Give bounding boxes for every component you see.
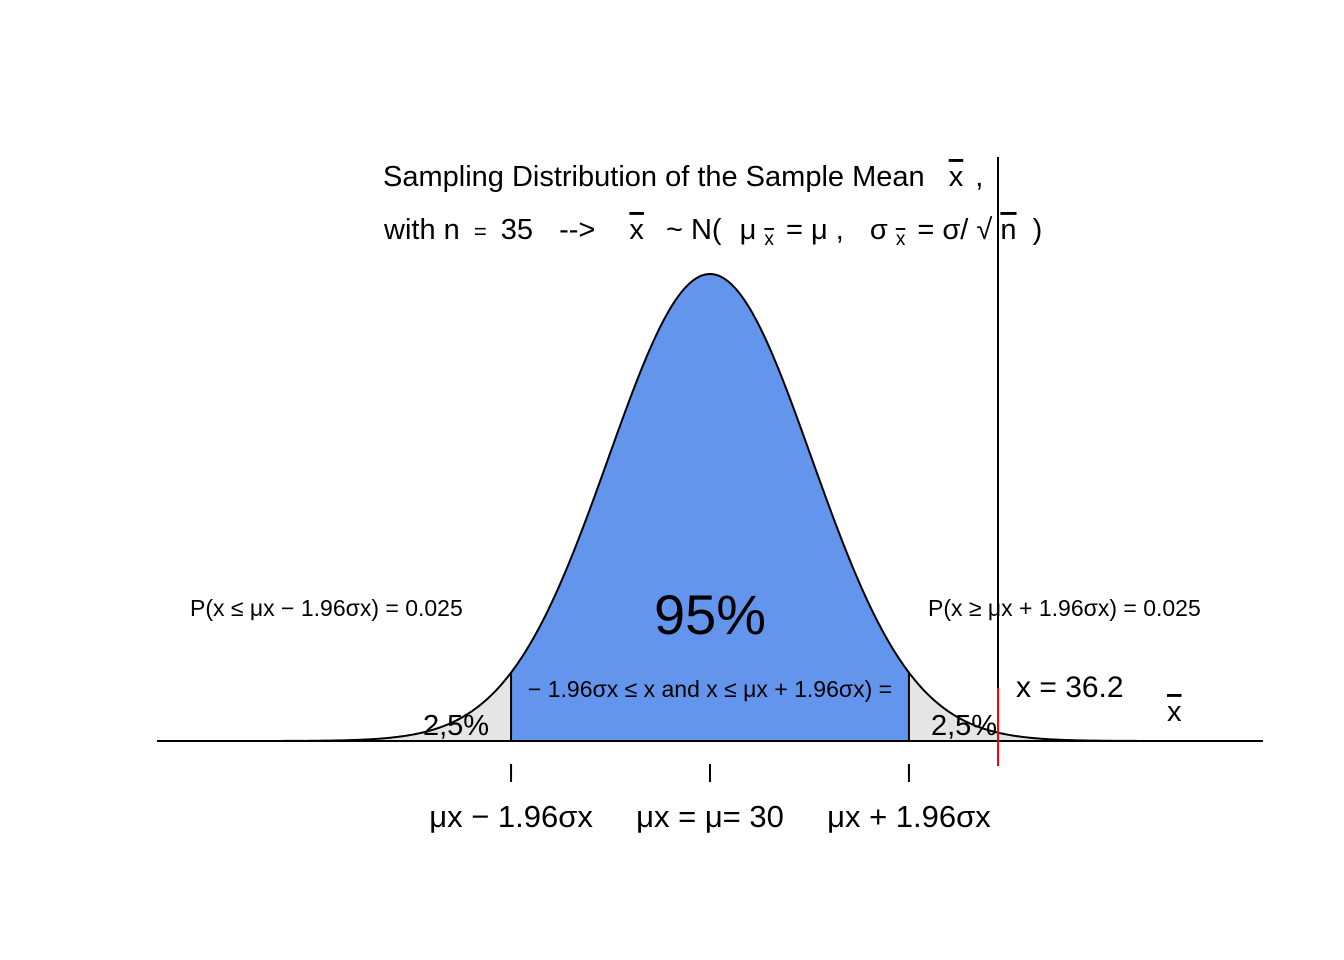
title-sigma-symbol: σ (870, 214, 888, 246)
title-line1-text: Sampling Distribution of the Sample Mean (383, 161, 925, 193)
center-95-area (511, 274, 909, 741)
title-comma: , (975, 161, 983, 193)
svg-text:Sampling Distribution of the S: Sampling Distribution of the Sample Mean… (383, 161, 983, 193)
title-n-under-root: n (1000, 214, 1016, 246)
title-tilde-normal: ~ N( (666, 214, 722, 246)
title-mu-symbol: μ (740, 214, 757, 246)
left-tail-probability-label: P(x ≤ μx − 1.96σx) = 0.025 (190, 595, 463, 621)
tick-label-mean: μx = μ= 30 (636, 799, 784, 834)
left-tail-percent-label: 2,5% (423, 710, 489, 742)
title-xbar: x (629, 214, 644, 246)
title-sigma-subscript: x (896, 229, 906, 250)
x-axis-symbol-label: x (1167, 696, 1182, 728)
left-tail-area (344, 672, 512, 741)
title-sqrt: √ (976, 214, 992, 246)
tick-label-upper-bound: μx + 1.96σx (827, 799, 991, 834)
svg-text:with n = 35: with n = 35 --> x ~ N( μ x = μ , σ x = σ… (383, 214, 1042, 252)
observed-mean-label: x = 36.2 (1016, 671, 1124, 704)
tick-label-lower-bound: μx − 1.96σx (429, 799, 593, 834)
center-percentage-label: 95% (654, 583, 766, 646)
title-equals-mu: = μ , (786, 214, 844, 246)
title-arrow: --> (559, 214, 595, 246)
right-tail-percent-label: 2,5% (931, 710, 997, 742)
interval-probability-label: − 1.96σx ≤ x and x ≤ μx + 1.96σx) = (528, 676, 892, 702)
title-n-value: 35 (501, 214, 533, 246)
normal-density-curve (192, 272, 1218, 742)
right-tail-area (908, 672, 1076, 741)
title-close-paren: ) (1033, 214, 1043, 246)
title-with-n: with n (383, 214, 460, 246)
title-xbar-symbol: x (949, 161, 964, 193)
chart-title: Sampling Distribution of the Sample Mean… (383, 161, 1042, 252)
title-n-equals: = (474, 219, 487, 244)
x-axis-ticks (510, 764, 910, 782)
right-tail-probability-label: P(x ≥ μx + 1.96σx) = 0.025 (928, 595, 1201, 621)
title-equals-sigma: = σ/ (917, 214, 969, 246)
title-mu-subscript: x (764, 229, 774, 250)
